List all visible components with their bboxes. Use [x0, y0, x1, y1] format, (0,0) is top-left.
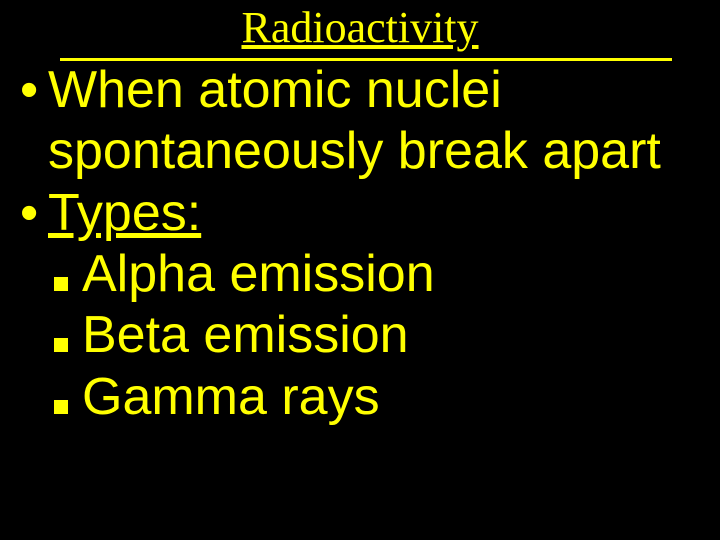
bullet-level1: • Types: [20, 183, 700, 244]
bullet-text: Gamma rays [82, 367, 700, 428]
bullet-level1: • When atomic nuclei spontaneously break… [20, 60, 700, 183]
bullet-dot-icon: • [20, 60, 48, 121]
slide-title: Radioactivity [241, 2, 478, 53]
bullet-text: Alpha emission [82, 244, 700, 305]
slide-body: • When atomic nuclei spontaneously break… [20, 60, 700, 428]
title-container: Radioactivity [0, 2, 720, 53]
slide: Radioactivity • When atomic nuclei spont… [0, 0, 720, 540]
bullet-square-icon [54, 332, 82, 352]
bullet-level2: Alpha emission [54, 244, 700, 305]
bullet-text: Beta emission [82, 305, 700, 366]
bullet-text: When atomic nuclei spontaneously break a… [48, 60, 700, 183]
bullet-level2: Gamma rays [54, 367, 700, 428]
bullet-square-icon [54, 271, 82, 291]
bullet-dot-icon: • [20, 183, 48, 244]
bullet-square-icon [54, 394, 82, 414]
bullet-text: Types: [48, 183, 700, 244]
bullet-level2: Beta emission [54, 305, 700, 366]
